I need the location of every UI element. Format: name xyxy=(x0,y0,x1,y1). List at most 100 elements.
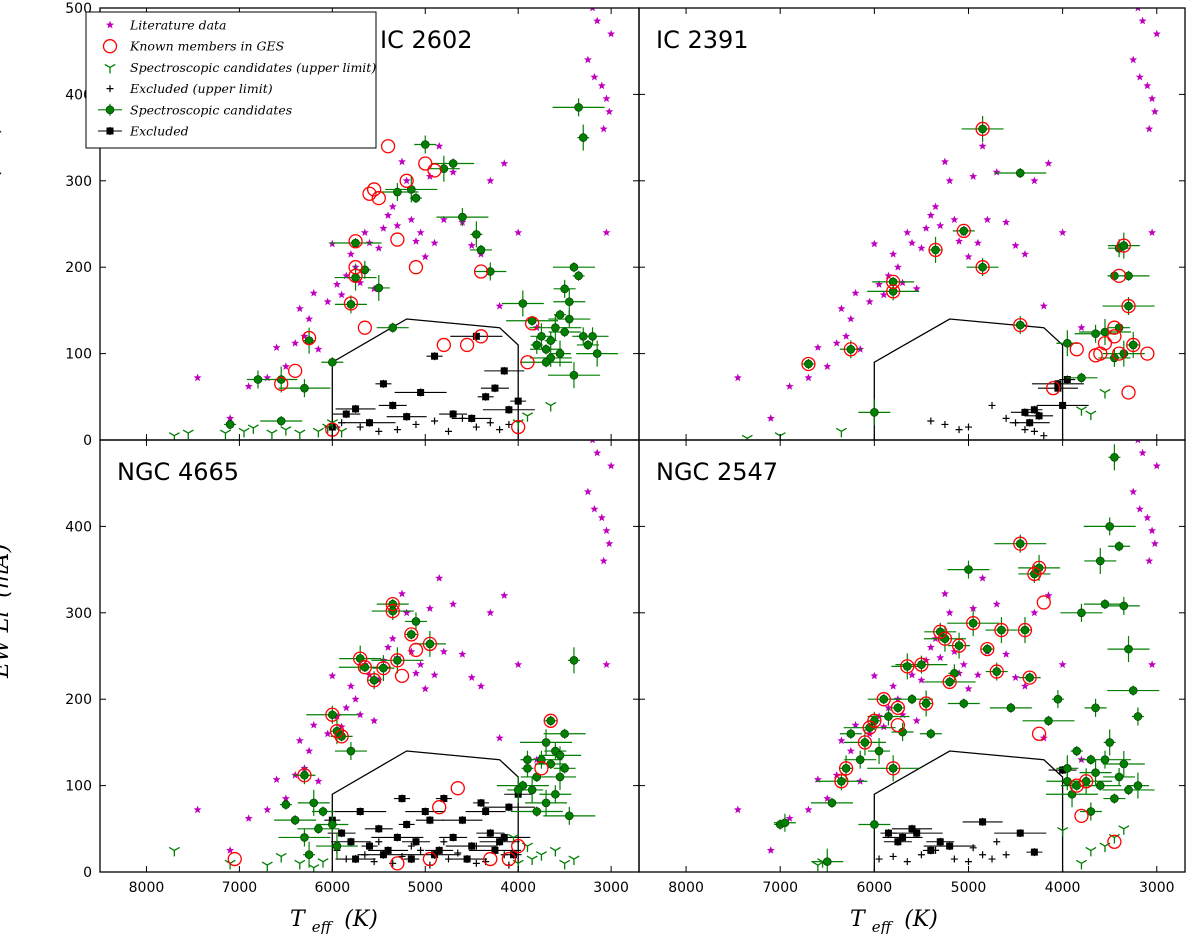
panel-2-excluded-6-marker xyxy=(384,846,392,854)
panel-3-excluded-ul-6 xyxy=(964,858,972,866)
panel-0-excluded-ul-2 xyxy=(375,427,383,435)
panel-3-candidate-31-marker xyxy=(992,667,1002,676)
panel-2-candidate-38-marker xyxy=(541,798,551,808)
panel-0-excluded-13 xyxy=(480,384,509,393)
panel-1-excluded-1 xyxy=(1025,411,1054,420)
panel-3-excluded-4 xyxy=(922,846,939,855)
panel-3-literature-5 xyxy=(823,794,832,802)
panel-2-excluded-19-marker xyxy=(505,803,513,811)
panel-3-candidate-29 xyxy=(947,610,1000,637)
panel-2-excluded-15-marker xyxy=(468,842,476,850)
ylabel-bottom: EW Li (mÅ) xyxy=(0,544,14,679)
panel-1-candidate-2-marker xyxy=(870,408,879,417)
panel-2-candidate-30-marker xyxy=(546,716,556,726)
panel-0-literature-2 xyxy=(244,382,253,390)
panel-0-literature-36 xyxy=(435,142,444,150)
panel-3-candidate-1-marker xyxy=(780,818,790,828)
panel-1-excluded-4 xyxy=(1059,375,1076,384)
panel-1-excluded-ul-9 xyxy=(1040,432,1048,440)
panel-3-candidate-63-marker xyxy=(1095,781,1105,790)
panel-0-candidate-26 xyxy=(530,323,553,350)
panel-2-member-23 xyxy=(483,851,498,867)
panel-2-candidate-38 xyxy=(525,789,568,816)
panel-2-candidate-ul-10 xyxy=(549,846,561,857)
panel-2-candidate-33 xyxy=(543,728,586,739)
panel-0-literature-35 xyxy=(430,238,439,247)
panel-2-literature-10 xyxy=(309,720,318,729)
panel-3-excluded-ul-5 xyxy=(950,855,958,863)
panel-3-excluded-7-marker xyxy=(1016,829,1024,837)
panel-2-literature-50 xyxy=(597,513,606,522)
panel-0-candidate-25 xyxy=(530,335,543,354)
panel-3-candidate-46 xyxy=(1084,698,1107,717)
panel-3-excluded-0-marker xyxy=(884,829,892,837)
panel-3-literature-32 xyxy=(959,660,968,668)
panel-2-candidate-16 xyxy=(404,612,427,631)
panel-2-candidate-11 xyxy=(372,655,395,682)
panel-0-excluded-1-marker xyxy=(342,410,350,418)
panel-2-candidate-30 xyxy=(544,715,557,726)
panel-0-candidate-19 xyxy=(436,208,489,227)
panel-3-candidate-67 xyxy=(1103,767,1136,786)
panel-2-candidate-20 xyxy=(303,841,316,868)
panel-0-candidate-15 xyxy=(409,193,422,204)
panel-1-candidate-17 xyxy=(1107,232,1140,259)
panel-0-candidate-ul-8 xyxy=(312,427,324,438)
panel-2-excluded-12 xyxy=(435,794,452,803)
panel-0-member-7 xyxy=(348,234,363,249)
panel-3-candidate-51 xyxy=(1108,541,1131,552)
panel-0-candidate-0 xyxy=(224,419,237,430)
panel-0-candidate-40-marker xyxy=(546,336,556,345)
panel-2-excluded-23-marker xyxy=(379,851,387,859)
panel-0-excluded-9-marker xyxy=(449,410,457,418)
panel-0-candidate-46-marker xyxy=(578,332,588,341)
panel-2-candidate-ul-14 xyxy=(568,855,580,866)
panel-0-literature-51 xyxy=(602,94,611,103)
panel-2-literature-26 xyxy=(388,634,397,643)
panel-0-candidate-33-marker xyxy=(569,262,579,272)
panel-2-candidate-20-marker xyxy=(304,850,314,860)
panel-3-candidate-27-marker xyxy=(959,699,969,708)
panel-1-member-13 xyxy=(1097,336,1113,351)
panel-1-title: IC 2391 xyxy=(656,26,749,54)
panel-3-member-17 xyxy=(989,664,1004,679)
legend-cand-marker xyxy=(98,103,122,116)
panel-1-candidate-5-marker xyxy=(931,245,940,255)
panel-0-candidate-6-marker xyxy=(328,357,337,367)
panel-2-candidate-ul-8 xyxy=(526,855,538,866)
panel-3-candidate-52-marker xyxy=(1119,601,1129,611)
panel-2-excluded-14 xyxy=(442,816,483,825)
panel-2-excluded-22 xyxy=(335,855,376,864)
panel-3-candidate-24 xyxy=(923,676,976,687)
panel-0-candidate-9 xyxy=(329,238,382,249)
panel-2-candidate-2 xyxy=(297,789,330,816)
panel-3-literature-7 xyxy=(837,736,846,745)
panel-2-literature-17 xyxy=(346,682,355,690)
panel-2-literature-41 xyxy=(477,682,485,690)
panel-3-excluded-ul-3 xyxy=(917,851,925,859)
panel-0-candidate-42 xyxy=(548,327,581,337)
panel-3-excluded-6 xyxy=(962,817,1003,826)
panel-2-member-22 xyxy=(390,856,405,871)
panel-3-member-9 xyxy=(914,657,929,672)
panel-2-candidate-0 xyxy=(279,799,292,810)
panel-3-member-8 xyxy=(900,659,915,674)
panel-0-member-5 xyxy=(348,268,363,283)
legend-cand-label: Spectroscopic candidates xyxy=(130,102,292,117)
panel-1-literature-29 xyxy=(945,176,954,185)
panel-0-candidate-39-marker xyxy=(541,357,551,367)
panel-3-candidate-52 xyxy=(1107,596,1140,615)
panel-3-candidate-26 xyxy=(948,632,971,659)
panel-0-candidate-43-marker xyxy=(565,314,574,324)
panel-0-candidate-26-marker xyxy=(537,332,546,341)
panel-2-member-21 xyxy=(543,713,558,728)
panel-0-ytick-label-4: 400 xyxy=(65,87,92,103)
panel-0-excluded-ul-4 xyxy=(412,420,420,428)
panel-2-candidate-24 xyxy=(496,780,549,791)
panel-1-literature-41 xyxy=(1021,250,1029,258)
panel-2-excluded-13 xyxy=(439,833,468,842)
panel-3-candidate-15 xyxy=(891,702,904,713)
panel-3-literature-53 xyxy=(1150,539,1159,548)
panel-3-literature-47 xyxy=(1148,660,1156,668)
panel-0-candidate-34-marker xyxy=(574,103,583,112)
